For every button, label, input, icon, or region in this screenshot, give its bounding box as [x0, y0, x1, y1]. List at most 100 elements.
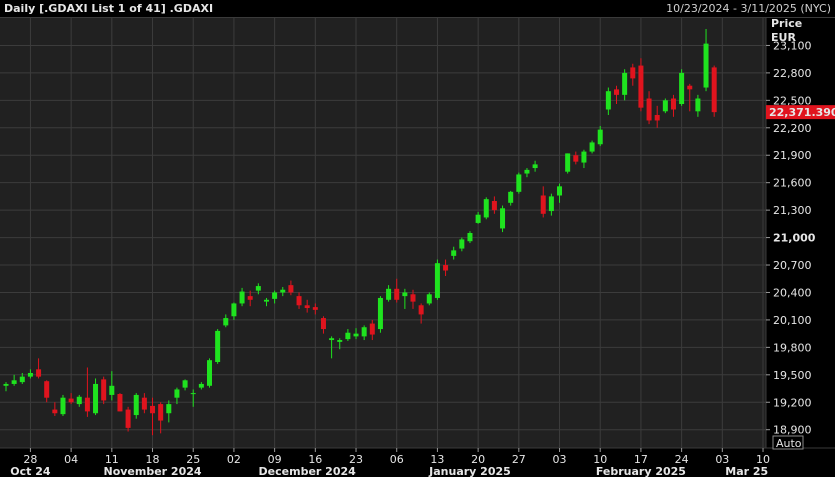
candle-body [304, 305, 310, 309]
candle [76, 394, 82, 407]
x-tick-label: 13 [430, 453, 444, 466]
candle-body [27, 372, 33, 377]
candle [467, 231, 473, 244]
candle [272, 290, 278, 304]
candle-body [36, 369, 42, 377]
candle [117, 393, 123, 412]
chart-title: Daily [.GDAXI List 1 of 41] .GDAXI [4, 2, 214, 15]
candle [190, 389, 196, 407]
candle [630, 63, 636, 86]
candle [597, 125, 603, 147]
candle [679, 69, 685, 106]
candle [491, 196, 497, 214]
candle-body [443, 265, 449, 271]
candle-body [394, 288, 400, 300]
candle-body [711, 67, 717, 113]
candle-body [52, 409, 58, 414]
candle [247, 290, 253, 307]
x-tick-label: 11 [105, 453, 119, 466]
candle-body [532, 164, 538, 169]
auto-scale-label: Auto [776, 437, 802, 450]
x-tick-label: 04 [64, 453, 78, 466]
candle [312, 303, 318, 315]
candle-body [548, 196, 554, 212]
candle-body [467, 233, 473, 242]
y-tick-label: 22,200 [773, 122, 812, 135]
candle [84, 367, 90, 417]
candle [589, 140, 595, 154]
candle-body [557, 186, 563, 196]
title-bar: Daily [.GDAXI List 1 of 41] .GDAXI 10/23… [0, 0, 835, 18]
candle [410, 289, 416, 309]
x-month-label: January 2025 [428, 465, 511, 477]
price-axis[interactable] [766, 18, 835, 448]
candle-body [654, 114, 660, 121]
candle [361, 325, 367, 341]
x-tick-label: 24 [675, 453, 689, 466]
candle-body [174, 389, 180, 398]
candle-body [434, 263, 440, 298]
candle [418, 303, 424, 324]
candle-body [695, 98, 701, 112]
time-axis[interactable] [0, 448, 835, 477]
x-tick-label: 10 [593, 453, 607, 466]
candle-body [483, 199, 489, 218]
candle [166, 400, 172, 423]
x-tick-label: 16 [308, 453, 322, 466]
candle [19, 372, 25, 384]
candle [296, 292, 302, 309]
candle-body [182, 380, 188, 388]
x-tick-label: 18 [146, 453, 160, 466]
candle [548, 193, 554, 216]
x-tick-label: 02 [227, 453, 241, 466]
candle [475, 211, 481, 224]
x-tick-label: 17 [634, 453, 648, 466]
candle [150, 397, 156, 436]
candle-body [622, 72, 628, 95]
candle-body [84, 397, 90, 412]
candle-body [426, 294, 432, 304]
candle-body [272, 292, 278, 299]
candle [68, 393, 74, 405]
candle [605, 87, 611, 115]
y-tick-label: 20,400 [773, 286, 812, 299]
candle-body [133, 394, 139, 416]
candle [581, 149, 587, 169]
candle-body [329, 338, 335, 341]
candle [255, 283, 261, 295]
candle-body [605, 91, 611, 110]
candle [125, 406, 131, 432]
candle [198, 382, 204, 390]
candle-body [296, 296, 302, 306]
candle [565, 153, 571, 174]
x-axis-ticks: 28 04 11 18 25 02 09 16 23 06 13 20 27 03 10 17 24 03 10 [23, 448, 770, 466]
candle-body [141, 397, 147, 410]
candle [101, 376, 107, 405]
candle-body [638, 65, 644, 108]
currency-label: EUR [771, 31, 796, 44]
plot-area[interactable] [0, 18, 766, 448]
candle-body [500, 208, 506, 229]
candle [182, 379, 188, 391]
x-tick-label: 03 [715, 453, 729, 466]
x-tick-label: 28 [23, 453, 37, 466]
candle-body [312, 307, 318, 310]
candle-body [418, 305, 424, 315]
candle [532, 160, 538, 172]
candle-body [516, 174, 522, 192]
candle [662, 98, 668, 114]
candle-body [125, 409, 131, 428]
candle [345, 329, 351, 341]
last-price-marker: 22,371.390 [766, 105, 835, 120]
candle [174, 387, 180, 405]
auto-scale-button[interactable]: Auto [772, 435, 804, 450]
candle [36, 358, 42, 379]
candle-body [508, 191, 514, 203]
candle-body [369, 323, 375, 335]
candle-body [581, 151, 587, 163]
candle [711, 65, 717, 117]
candle [540, 186, 546, 218]
x-tick-label: 03 [553, 453, 567, 466]
candle [500, 205, 506, 233]
